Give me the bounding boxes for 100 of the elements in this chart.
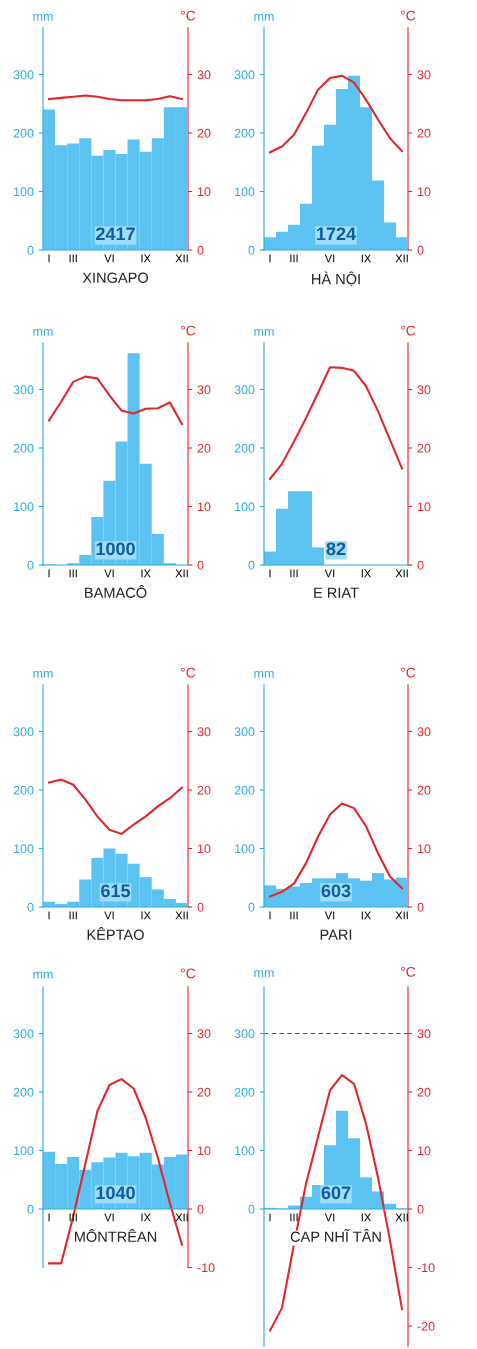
y-axis-title: mm [254, 970, 274, 977]
y2-tick-label: 20 [197, 785, 211, 795]
y-tick-label: 100 [235, 502, 255, 512]
x-tick-label: I [48, 1213, 50, 1222]
y-tick-label: 0 [248, 245, 255, 255]
y-tick-label: 200 [234, 128, 255, 138]
annotation: 1040 [96, 1186, 135, 1200]
x-tick-label: VI [324, 1213, 335, 1222]
text: XINGAPO [82, 272, 149, 283]
x-tick-label: XII [175, 1213, 188, 1222]
y2-tick-label: 30 [417, 385, 431, 395]
y2-tick-label: -10 [197, 1263, 215, 1273]
y-tick-label: 100 [14, 187, 34, 197]
y2-tick-label: 20 [197, 1087, 211, 1097]
text: HÀ NỘI [312, 271, 360, 287]
y2-tick-label: 10 [197, 844, 211, 854]
x-tick-label: I [48, 254, 50, 263]
x-tick-label: III [69, 911, 77, 920]
y2-tick-label: 30 [197, 727, 211, 737]
y2-tick-label: 10 [197, 1146, 211, 1156]
y2-tick-label: 30 [197, 1029, 211, 1039]
x-tick-label: VI [104, 1213, 114, 1222]
annotation: 1724 [317, 227, 356, 241]
y2-tick-label: 0 [197, 245, 204, 255]
y2-axis-title: °C [181, 667, 196, 678]
y-tick-label: 300 [234, 1029, 255, 1039]
annotation: 1000 [96, 542, 135, 556]
x-tick-label: XII [175, 254, 188, 263]
y-tick-label: 0 [248, 1204, 255, 1214]
x-tick-label: IX [141, 911, 151, 920]
y2-tick-label: 20 [417, 128, 431, 138]
y-tick-label: 200 [13, 443, 34, 453]
y2-tick-label: 0 [417, 1204, 424, 1214]
y-tick-label: 200 [234, 443, 255, 453]
x-tick-label: IX [361, 569, 372, 578]
x-tick-label: I [48, 569, 50, 578]
x-tick-label: IX [361, 1213, 372, 1222]
x-tick-label: XII [175, 911, 188, 920]
x-tick-label: IX [361, 254, 372, 263]
x-tick-label: XII [395, 569, 408, 578]
y2-tick-label: 0 [417, 902, 424, 912]
x-tick-label: III [290, 911, 298, 920]
y-tick-label: 200 [13, 1087, 34, 1097]
x-tick-label: III [290, 254, 298, 263]
x-tick-label: III [290, 569, 298, 578]
annotation: 615 [101, 884, 131, 898]
y2-axis-title: °C [181, 968, 196, 979]
y2-tick-label: 0 [197, 902, 204, 912]
y-axis-title: mm [33, 670, 53, 678]
x-tick-label: III [290, 1213, 298, 1222]
x-tick-label: I [269, 569, 271, 578]
y-tick-label: 300 [13, 1029, 34, 1039]
y2-axis-title: °C [401, 667, 416, 678]
y2-tick-label: 20 [197, 443, 211, 453]
x-tick-label: VI [324, 254, 335, 263]
y2-tick-label: 10 [417, 844, 431, 854]
x-tick-label: III [69, 569, 77, 578]
y-tick-label: 300 [13, 727, 34, 737]
x-tick-label: IX [141, 569, 151, 578]
y-tick-label: 100 [235, 187, 255, 197]
x-tick-label: XII [395, 1213, 408, 1222]
y2-tick-label: 0 [417, 560, 424, 570]
y2-tick-label: 20 [417, 443, 431, 453]
x-tick-label: XII [395, 254, 408, 263]
text: CAP NHĨ TÂN [290, 1228, 381, 1242]
y-axis-title: mm [33, 13, 53, 21]
y-axis-title: mm [33, 971, 53, 979]
x-tick-label: VI [104, 569, 114, 578]
x-tick-label: XII [175, 569, 188, 578]
y-tick-label: 0 [27, 245, 34, 255]
y-axis-title: mm [254, 328, 274, 336]
y-tick-label: 0 [27, 1204, 34, 1214]
y2-tick-label: 10 [197, 187, 211, 197]
y2-axis-title: °C [401, 10, 416, 21]
y-tick-label: 100 [14, 502, 34, 512]
x-tick-label: VI [324, 569, 335, 578]
y-axis-title: mm [254, 670, 274, 678]
y2-axis-title: °C [181, 10, 196, 21]
y2-axis-title: °C [401, 325, 416, 336]
y2-tick-label: 10 [417, 502, 431, 512]
x-tick-label: VI [324, 911, 335, 920]
annotation: 82 [326, 542, 346, 556]
y-tick-label: 200 [234, 785, 255, 795]
x-tick-label: III [69, 254, 77, 263]
y2-axis-title: °C [401, 966, 416, 977]
y2-tick-label: 0 [197, 1204, 204, 1214]
text: PARI [320, 929, 352, 940]
y2-tick-label: 0 [197, 560, 204, 570]
text: KÊPTAO [87, 927, 144, 940]
y2-tick-label: 20 [197, 128, 211, 138]
y-tick-label: 300 [234, 70, 255, 80]
x-tick-label: IX [361, 911, 372, 920]
x-tick-label: I [269, 254, 271, 263]
y-tick-label: 0 [27, 560, 34, 570]
y2-tick-label: 20 [417, 1087, 431, 1097]
y2-tick-label: 30 [197, 385, 211, 395]
y2-axis-title: °C [181, 325, 196, 336]
y-tick-label: 300 [234, 727, 255, 737]
y-tick-label: 0 [248, 560, 255, 570]
y2-tick-label: 30 [417, 727, 431, 737]
